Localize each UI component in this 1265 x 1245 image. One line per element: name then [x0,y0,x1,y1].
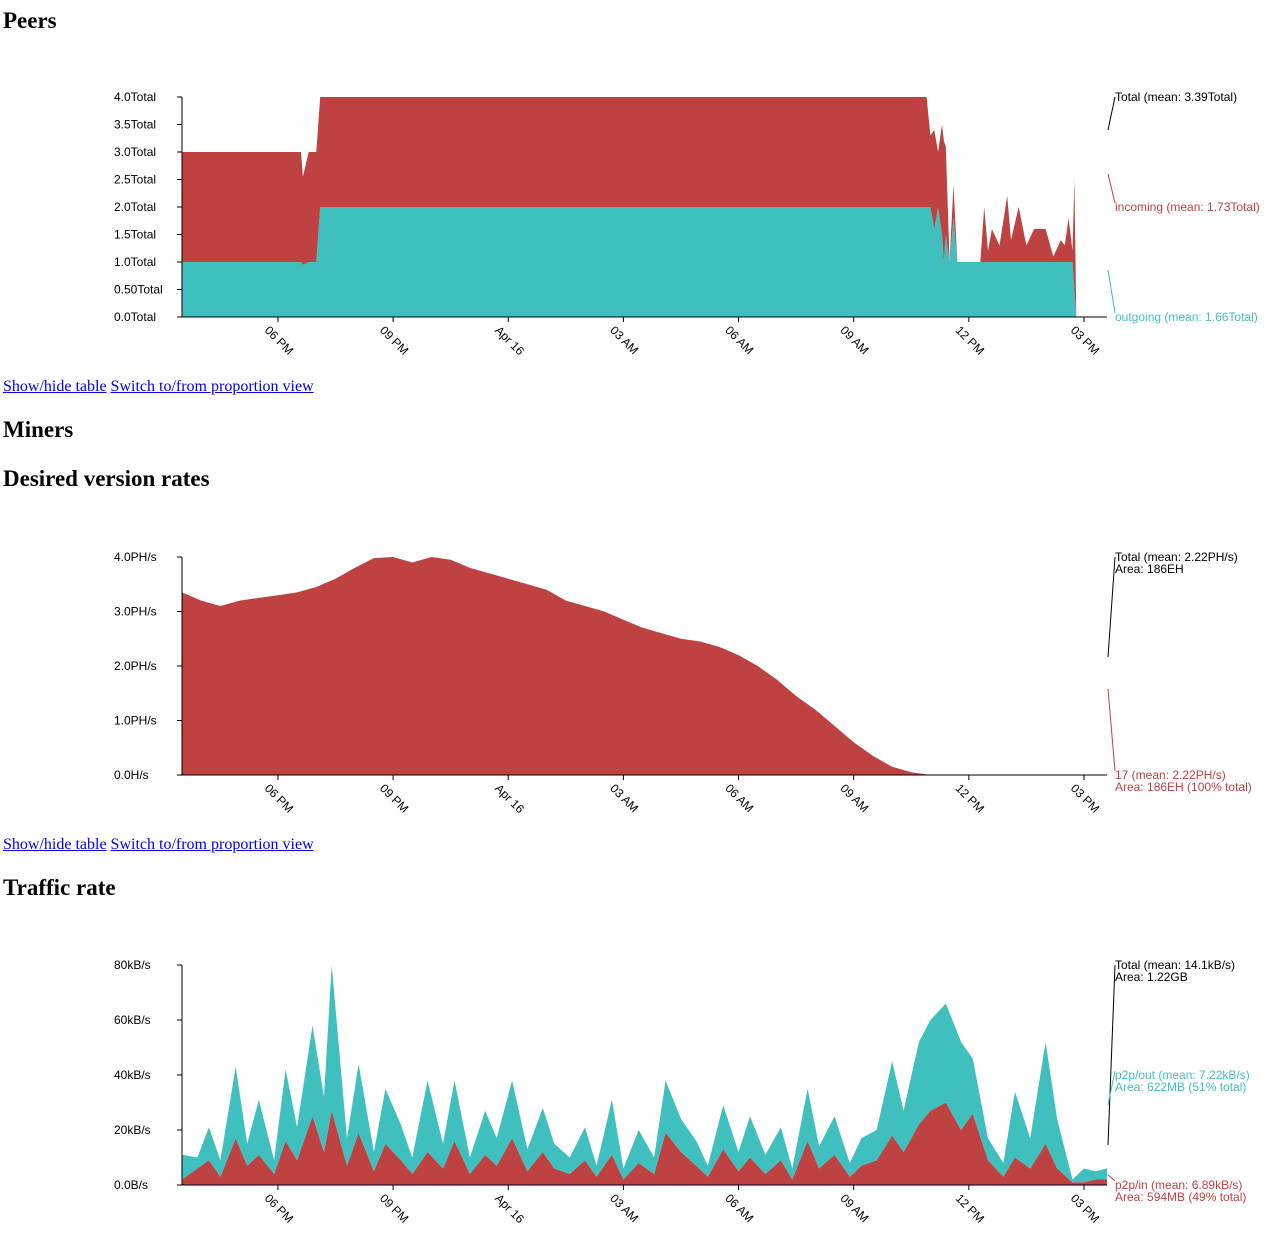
series-area-p2p-out [182,965,1107,1183]
series-area-outgoing [182,207,1107,317]
x-axis [182,774,1107,780]
x-tick-label: 09 PM [377,323,411,357]
x-tick-label: 12 PM [953,781,987,815]
y-tick-label: 4.0Total [114,90,156,104]
legend-label-outgoing: outgoing (mean: 1.66Total) [1115,310,1258,324]
y-tick-label: 0.50Total [114,283,163,297]
legend-leader-incoming [1107,173,1116,204]
series-area-17 [182,557,1107,775]
desired-show-hide-table-link[interactable]: Show/hide table [3,836,107,853]
legend-leader-outgoing [1107,269,1116,314]
legend-leader-total [1107,556,1116,658]
peers-show-hide-table-link[interactable]: Show/hide table [3,378,107,395]
x-axis [182,316,1107,322]
x-tick-label: 12 PM [953,323,987,357]
x-tick-label: 09 AM [838,781,872,815]
x-tick-label: 03 AM [607,1191,641,1225]
legend-area-17: Area: 186EH (100% total) [1115,780,1252,794]
y-axis [177,556,183,776]
y-tick-label: 3.0PH/s [114,605,157,619]
peers-links: Show/hide table Switch to/from proportio… [3,378,314,396]
x-tick-label: Apr 16 [492,781,527,816]
y-axis [177,964,183,1186]
x-tick-label: 06 PM [262,781,296,815]
y-axis [177,96,183,318]
x-tick-label: 09 AM [838,323,872,357]
x-tick-label: 03 PM [1068,323,1102,357]
x-tick-label: 03 PM [1068,781,1102,815]
x-tick-label: 06 PM [262,323,296,357]
y-tick-label: 80kB/s [114,958,151,972]
desired-switch-proportion-link[interactable]: Switch to/from proportion view [110,836,314,853]
miners-title: Miners [3,417,74,442]
legend-label-p2p-out: p2p/out (mean: 7.22kB/s) [1115,1068,1250,1082]
x-tick-label: 03 AM [607,323,641,357]
x-tick-label: 06 AM [722,781,756,815]
y-tick-label: 0.0B/s [114,1178,148,1192]
x-tick-label: 06 AM [722,1191,756,1225]
y-tick-label: 40kB/s [114,1068,151,1082]
y-tick-label: 1.0PH/s [114,714,157,728]
x-tick-label: 03 AM [607,781,641,815]
legend-total-area: Area: 186EH [1115,562,1184,576]
traffic-chart: 0.0B/s 20kB/s 40kB/s 60kB/s 80kB/s 06 PM 09 PM… [114,958,1250,1226]
legend-leader-p2p-out [1107,1070,1116,1106]
y-tick-label: 0.0Total [114,310,156,324]
x-tick-label: 09 AM [838,1191,872,1225]
legend-label-incoming: incoming (mean: 1.73Total) [1115,200,1260,214]
x-tick-label: 06 AM [722,323,756,357]
y-tick-label: 1.5Total [114,228,156,242]
legend-area-p2p-in: Area: 594MB (49% total) [1115,1190,1246,1204]
y-tick-label: 2.0PH/s [114,659,157,673]
series-area-p2p-in [182,1102,1107,1185]
peers-switch-proportion-link[interactable]: Switch to/from proportion view [110,378,314,395]
legend-total: Total (mean: 3.39Total) [1115,90,1237,104]
desired-version-title: Desired version rates [3,466,210,491]
peers-title: Peers [3,8,57,33]
legend-total: Total (mean: 2.22PH/s) [1115,550,1238,564]
y-tick-label: 3.5Total [114,118,156,132]
traffic-title: Traffic rate [3,875,116,900]
y-tick-label: 1.0Total [114,255,156,269]
x-tick-label: Apr 16 [492,323,527,358]
x-tick-label: 12 PM [953,1191,987,1225]
legend-total: Total (mean: 14.1kB/s) [1115,958,1235,972]
legend-leader-total [1107,96,1116,131]
series-area-incoming [182,97,1107,317]
legend-leader-total [1107,964,1116,1146]
y-tick-label: 2.5Total [114,173,156,187]
y-tick-label: 0.0H/s [114,768,149,782]
desired-version-chart: 0.0H/s 1.0PH/s 2.0PH/s 3.0PH/s 4.0PH/s 06 PM 0… [114,550,1252,816]
desired-links: Show/hide table Switch to/from proportio… [3,836,314,854]
x-tick-label: Apr 16 [492,1191,527,1226]
x-axis [182,1184,1107,1190]
y-tick-label: 2.0Total [114,200,156,214]
y-tick-label: 20kB/s [114,1123,151,1137]
legend-leader-p2p-in [1107,1174,1116,1182]
y-tick-label: 60kB/s [114,1013,151,1027]
y-tick-label: 4.0PH/s [114,550,157,564]
legend-label-17: 17 (mean: 2.22PH/s) [1115,768,1226,782]
x-tick-label: 06 PM [262,1191,296,1225]
x-tick-label: 03 PM [1068,1191,1102,1225]
legend-label-p2p-in: p2p/in (mean: 6.89kB/s) [1115,1178,1242,1192]
legend-area-p2p-out: Area: 622MB (51% total) [1115,1080,1246,1094]
y-tick-label: 3.0Total [114,145,156,159]
legend-total-area: Area: 1.22GB [1115,970,1188,984]
x-tick-label: 09 PM [377,781,411,815]
legend-leader-17 [1107,688,1116,772]
peers-chart: 0.0Total 0.50Total 1.0Total 1.5Total 2.0Tota… [114,90,1260,358]
x-tick-label: 09 PM [377,1191,411,1225]
